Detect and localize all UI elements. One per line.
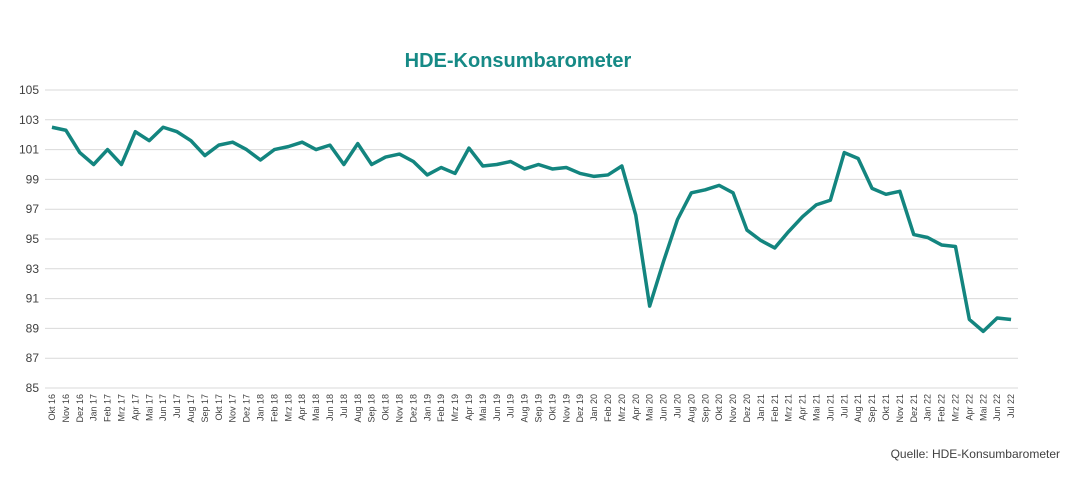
y-tick-label: 101 (19, 143, 39, 157)
y-tick-label: 87 (26, 351, 40, 365)
x-tick-label: Mrz 17 (116, 394, 126, 422)
x-tick-label: Apr 21 (798, 394, 808, 421)
y-tick-label: 85 (26, 381, 40, 395)
y-tick-label: 97 (26, 202, 40, 216)
x-tick-label: Nov 17 (228, 394, 238, 423)
x-tick-label: Jun 19 (492, 394, 502, 421)
x-tick-label: Apr 20 (631, 394, 641, 421)
x-tick-label: Apr 22 (964, 394, 974, 421)
x-tick-label: Apr 18 (297, 394, 307, 421)
x-tick-label: Sep 20 (700, 394, 710, 423)
x-tick-label: Jul 21 (839, 394, 849, 418)
x-tick-label: Mai 22 (978, 394, 988, 421)
y-tick-label: 105 (19, 83, 39, 97)
x-tick-label: Aug 21 (853, 394, 863, 423)
x-tick-label: Okt 18 (381, 394, 391, 421)
x-tick-label: Nov 20 (728, 394, 738, 423)
x-tick-label: Okt 19 (547, 394, 557, 421)
x-tick-label: Jun 21 (825, 394, 835, 421)
x-tick-label: Jan 19 (422, 394, 432, 421)
x-tick-label: Jul 19 (506, 394, 516, 418)
x-tick-label: Mai 19 (478, 394, 488, 421)
x-tick-label: Okt 21 (881, 394, 891, 421)
x-tick-label: Mai 20 (645, 394, 655, 421)
x-tick-label: Feb 20 (603, 394, 613, 422)
x-tick-label: Aug 20 (686, 394, 696, 423)
x-tick-label: Jul 20 (672, 394, 682, 418)
x-tick-label: Feb 19 (436, 394, 446, 422)
x-tick-label: Jun 17 (158, 394, 168, 421)
x-tick-label: Apr 17 (130, 394, 140, 421)
y-tick-label: 103 (19, 113, 39, 127)
x-tick-label: Nov 21 (895, 394, 905, 423)
y-tick-label: 91 (26, 292, 40, 306)
x-tick-label: Aug 17 (186, 394, 196, 423)
x-tick-label: Sep 17 (200, 394, 210, 423)
x-tick-label: Okt 17 (214, 394, 224, 421)
chart-title: HDE-Konsumbarometer (405, 50, 632, 72)
y-tick-label: 99 (26, 172, 40, 186)
x-tick-label: Dez 20 (742, 394, 752, 423)
x-tick-label: Apr 19 (464, 394, 474, 421)
y-tick-label: 95 (26, 232, 40, 246)
line (51, 125, 1012, 334)
x-tick-label: Dez 18 (408, 394, 418, 423)
x-tick-label: Mrz 20 (617, 394, 627, 422)
x-tick-label: Dez 16 (75, 394, 85, 423)
x-tick-label: Feb 21 (770, 394, 780, 422)
x-tick-label: Okt 20 (714, 394, 724, 421)
x-tick-label: Mrz 22 (950, 394, 960, 422)
x-tick-label: Jan 22 (923, 394, 933, 421)
x-tick-label: Mrz 18 (283, 394, 293, 422)
x-tick-label: Aug 19 (520, 394, 530, 423)
x-tick-label: Dez 17 (242, 394, 252, 423)
x-tick-label: Nov 19 (561, 394, 571, 423)
x-tick-label: Mrz 19 (450, 394, 460, 422)
x-tick-label: Jul 18 (339, 394, 349, 418)
x-tick-label: Jan 21 (756, 394, 766, 421)
x-tick-label: Sep 21 (867, 394, 877, 423)
y-tick-label: 89 (26, 321, 40, 335)
x-tick-label: Mai 17 (144, 394, 154, 421)
x-tick-label: Dez 21 (909, 394, 919, 423)
x-tick-label: Nov 18 (394, 394, 404, 423)
x-tick-label: Jun 18 (325, 394, 335, 421)
x-tick-label: Mrz 21 (784, 394, 794, 422)
x-tick-label: Nov 16 (61, 394, 71, 423)
source-note: Quelle: HDE-Konsumbarometer (891, 447, 1060, 461)
x-tick-label: Okt 16 (47, 394, 57, 421)
x-tick-label: Jan 18 (255, 394, 265, 421)
x-tick-label: Jul 17 (172, 394, 182, 418)
x-tick-label: Mai 18 (311, 394, 321, 421)
x-tick-label: Feb 22 (937, 394, 947, 422)
x-tick-label: Jun 22 (992, 394, 1002, 421)
x-tick-label: Jan 17 (89, 394, 99, 421)
y-tick-label: 93 (26, 262, 40, 276)
x-tick-label: Sep 18 (367, 394, 377, 423)
x-tick-label: Mai 21 (811, 394, 821, 421)
x-tick-label: Sep 19 (533, 394, 543, 423)
x-tick-label: Feb 17 (103, 394, 113, 422)
x-tick-label: Jan 20 (589, 394, 599, 421)
x-tick-label: Jul 22 (1006, 394, 1016, 418)
x-tick-label: Jun 20 (659, 394, 669, 421)
x-tick-label: Aug 18 (353, 394, 363, 423)
x-tick-label: Dez 19 (575, 394, 585, 423)
x-tick-label: Feb 18 (269, 394, 279, 422)
